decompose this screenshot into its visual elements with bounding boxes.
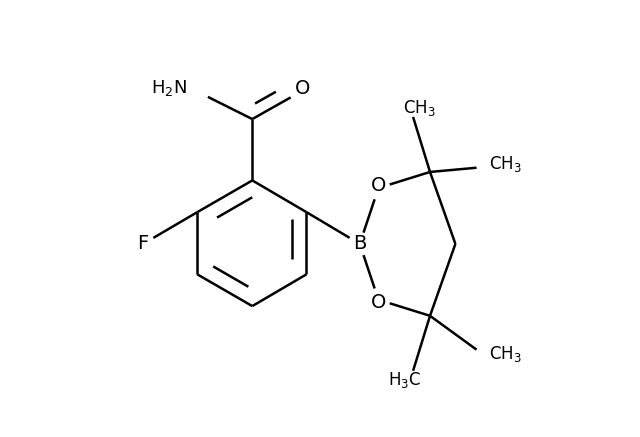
Text: O: O xyxy=(294,79,310,98)
Text: CH$_3$: CH$_3$ xyxy=(489,344,522,364)
Text: F: F xyxy=(138,234,148,253)
Text: O: O xyxy=(371,293,386,312)
Text: CH$_3$: CH$_3$ xyxy=(489,154,522,174)
Text: O: O xyxy=(371,176,386,194)
Text: CH$_3$: CH$_3$ xyxy=(403,97,436,118)
Text: H$_2$N: H$_2$N xyxy=(151,78,187,98)
Text: B: B xyxy=(353,234,367,253)
Text: H$_3$C: H$_3$C xyxy=(388,370,421,390)
